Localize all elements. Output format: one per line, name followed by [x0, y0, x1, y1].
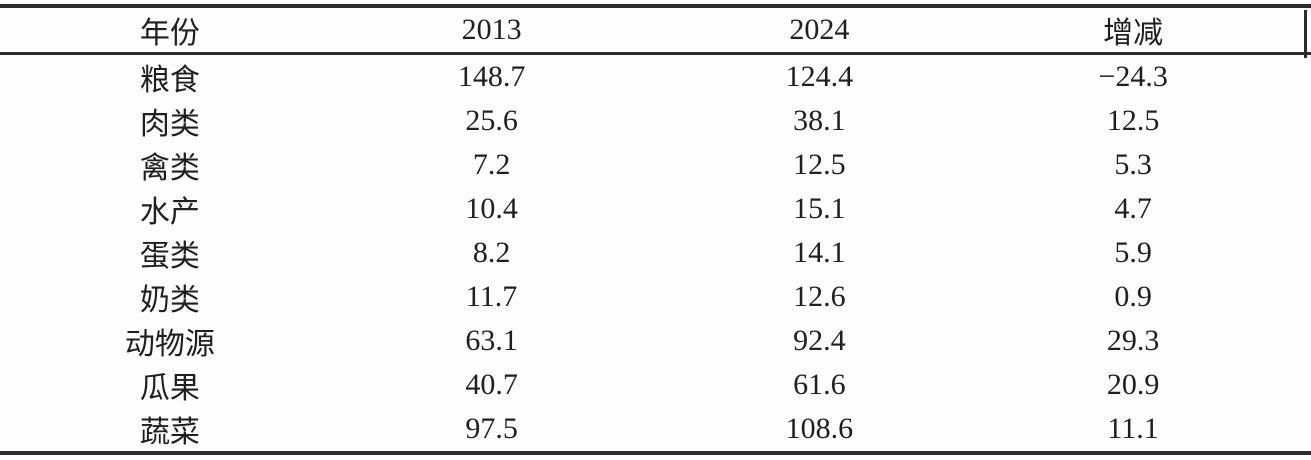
value-cell: 0.9: [1114, 280, 1152, 313]
value-cell: 92.4: [793, 324, 846, 357]
row-label: 禽类: [139, 152, 200, 185]
value-cell: −24.3: [1098, 60, 1168, 93]
value-cell: 63.1: [465, 324, 518, 357]
table-container: 年份 2013 2024 增减 粮食 148.7 124.4 −24.3 肉类 25.6 3…: [0, 4, 1311, 460]
table-row: 奶类 11.7 12.6 0.9: [0, 275, 1311, 319]
row-label: 奶类: [139, 284, 200, 317]
row-label: 肉类: [139, 108, 200, 141]
table-row: 蛋类 8.2 14.1 5.9: [0, 231, 1311, 275]
value-cell: 40.7: [465, 368, 518, 401]
col-header-year: 年份: [0, 6, 328, 55]
value-cell: 29.3: [1106, 324, 1160, 357]
row-label: 瓜果: [139, 372, 200, 405]
value-cell: 12.5: [1106, 104, 1160, 137]
row-label: 蔬菜: [139, 416, 200, 449]
table-row: 禽类 7.2 12.5 5.3: [0, 143, 1311, 187]
value-cell: 25.6: [465, 104, 518, 137]
table-row: 粮食 148.7 124.4 −24.3: [0, 54, 1311, 100]
header-row: 年份 2013 2024 增减: [0, 6, 1311, 55]
value-cell: 11.1: [1107, 412, 1159, 445]
value-cell: 12.6: [793, 280, 846, 313]
value-cell: 5.3: [1114, 148, 1152, 181]
value-cell: 97.5: [465, 412, 518, 445]
table-body: 粮食 148.7 124.4 −24.3 肉类 25.6 38.1 12.5 禽类 7.2 12.5…: [0, 54, 1311, 454]
value-cell: 12.5: [793, 148, 846, 181]
table-row: 水产 10.4 15.1 4.7: [0, 187, 1311, 231]
value-cell: 11.7: [465, 280, 518, 313]
row-label: 动物源: [124, 328, 215, 361]
value-cell: 4.7: [1114, 192, 1152, 225]
col-header-change: 增减: [983, 6, 1311, 55]
value-cell: 124.4: [785, 60, 854, 93]
row-label: 粮食: [139, 64, 200, 97]
col-header-2024: 2024: [655, 6, 984, 55]
value-cell: 108.6: [785, 412, 854, 445]
value-cell: 7.2: [472, 148, 511, 181]
table-row: 动物源 63.1 92.4 29.3: [0, 319, 1311, 363]
table-row: 瓜果 40.7 61.6 20.9: [0, 363, 1311, 407]
table-header: 年份 2013 2024 增减: [0, 6, 1311, 55]
value-cell: 8.2: [472, 236, 511, 269]
value-cell: 14.1: [793, 236, 846, 269]
value-cell: 10.4: [465, 192, 518, 225]
header-right-border-artifact: [1304, 10, 1307, 58]
value-cell: 5.9: [1114, 236, 1152, 269]
value-cell: 148.7: [457, 60, 526, 93]
consumption-table: 年份 2013 2024 增减 粮食 148.7 124.4 −24.3 肉类 25.6 3…: [0, 4, 1311, 455]
row-label: 水产: [139, 196, 200, 229]
table-row: 肉类 25.6 38.1 12.5: [0, 99, 1311, 143]
value-cell: 38.1: [793, 104, 846, 137]
value-cell: 15.1: [793, 192, 846, 225]
table-row: 蔬菜 97.5 108.6 11.1: [0, 407, 1311, 453]
value-cell: 20.9: [1106, 368, 1160, 401]
row-label: 蛋类: [139, 240, 200, 273]
value-cell: 61.6: [793, 368, 846, 401]
col-header-2013: 2013: [327, 6, 656, 55]
